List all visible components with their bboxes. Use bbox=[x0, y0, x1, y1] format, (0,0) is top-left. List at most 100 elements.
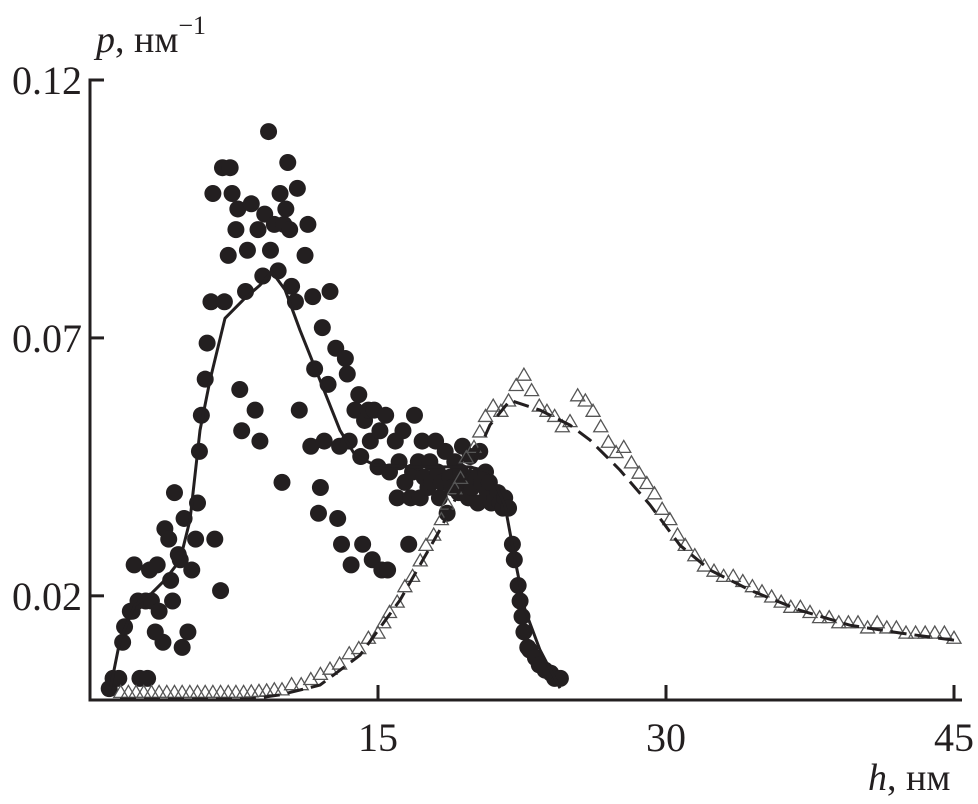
circle-point bbox=[242, 195, 260, 213]
circle-point bbox=[164, 592, 182, 610]
circle-point bbox=[150, 602, 168, 620]
triangle-point bbox=[458, 449, 475, 464]
triangle-point bbox=[840, 614, 857, 629]
circle-point bbox=[354, 535, 372, 553]
triangle-point bbox=[878, 619, 895, 634]
plot-marks bbox=[100, 123, 963, 701]
circle-point bbox=[336, 350, 354, 368]
triangle-point bbox=[375, 614, 392, 629]
circle-point bbox=[333, 535, 351, 553]
series-1 bbox=[112, 366, 963, 699]
triangle-point bbox=[936, 624, 953, 639]
triangle-point bbox=[515, 366, 533, 381]
circle-point bbox=[231, 381, 249, 398]
circle-point bbox=[400, 535, 418, 553]
triangle-point bbox=[686, 547, 703, 562]
circle-point bbox=[304, 288, 322, 306]
triangle-point bbox=[669, 526, 686, 541]
circle-point bbox=[309, 504, 327, 522]
circle-point bbox=[279, 154, 297, 172]
circle-point bbox=[281, 221, 299, 239]
circle-point bbox=[296, 246, 314, 264]
circle-point bbox=[165, 484, 183, 502]
triangle-point bbox=[546, 408, 563, 423]
circle-point bbox=[251, 432, 269, 450]
circle-point bbox=[350, 386, 368, 404]
triangle-point bbox=[907, 624, 924, 639]
triangle-point bbox=[696, 557, 713, 572]
circle-point bbox=[254, 267, 272, 285]
triangle-point bbox=[725, 568, 742, 583]
circle-point bbox=[311, 479, 329, 497]
circle-point bbox=[160, 530, 178, 548]
circle-point bbox=[179, 623, 197, 641]
circle-point bbox=[273, 473, 291, 491]
triangle-point bbox=[554, 418, 571, 433]
y-tick-label: 0.02 bbox=[12, 574, 82, 619]
triangle-point bbox=[661, 511, 678, 526]
solid-fit-line bbox=[108, 270, 562, 691]
circle-point bbox=[315, 432, 333, 450]
circle-point bbox=[148, 556, 166, 574]
circle-point bbox=[388, 489, 406, 507]
triangle-point bbox=[381, 604, 398, 619]
triangle-point bbox=[615, 439, 632, 454]
circle-point bbox=[302, 437, 320, 455]
series-3 bbox=[120, 398, 955, 701]
circle-point bbox=[212, 582, 230, 600]
triangle-point bbox=[465, 439, 483, 454]
circle-point bbox=[219, 246, 237, 264]
circle-point bbox=[221, 159, 239, 177]
circle-point bbox=[515, 623, 533, 641]
triangle-point bbox=[523, 382, 540, 397]
x-tick-label: 30 bbox=[646, 715, 686, 760]
triangle-point bbox=[350, 640, 367, 655]
circle-point bbox=[238, 241, 256, 259]
circle-point bbox=[198, 334, 216, 352]
axes: 0.12 0.07 0.02 15 30 45 bbox=[12, 58, 974, 760]
y-axis-title: p, нм−1 bbox=[93, 11, 206, 61]
circle-point bbox=[183, 561, 201, 579]
circle-point bbox=[342, 556, 360, 574]
triangle-point bbox=[638, 475, 655, 490]
circle-point bbox=[139, 669, 157, 687]
triangle-point bbox=[607, 444, 625, 459]
triangle-point bbox=[500, 392, 517, 407]
y-tick-label: 0.07 bbox=[12, 316, 82, 361]
x-axis-title: h, нм bbox=[868, 757, 950, 799]
circle-point bbox=[187, 530, 205, 548]
circle-point bbox=[413, 432, 431, 450]
circle-point bbox=[271, 184, 289, 202]
circle-point bbox=[290, 401, 308, 419]
circle-point bbox=[261, 241, 279, 259]
triangle-point bbox=[417, 537, 435, 552]
circle-point bbox=[204, 184, 222, 202]
triangle-point bbox=[792, 599, 809, 613]
circle-point bbox=[321, 282, 339, 300]
triangle-point bbox=[577, 392, 594, 407]
circle-point bbox=[260, 123, 278, 141]
triangle-point bbox=[630, 464, 648, 479]
circle-point bbox=[377, 406, 395, 424]
circle-point bbox=[288, 179, 306, 197]
triangle-point bbox=[917, 624, 934, 639]
circle-point bbox=[173, 638, 191, 656]
circle-point bbox=[229, 200, 247, 218]
series-2 bbox=[108, 270, 562, 691]
triangle-point bbox=[485, 397, 502, 412]
circle-point bbox=[223, 184, 241, 202]
x-tick-label: 45 bbox=[934, 715, 974, 760]
triangle-point bbox=[592, 418, 609, 433]
triangle-point bbox=[404, 568, 421, 583]
circle-point bbox=[299, 215, 317, 233]
triangle-point bbox=[646, 485, 663, 500]
triangle-point bbox=[283, 676, 300, 691]
triangle-point bbox=[600, 433, 617, 448]
circle-point bbox=[192, 406, 210, 424]
triangle-point bbox=[584, 403, 602, 417]
circle-point bbox=[313, 319, 331, 337]
triangle-point bbox=[569, 387, 586, 402]
circle-point bbox=[283, 277, 301, 295]
circle-point bbox=[277, 200, 295, 218]
